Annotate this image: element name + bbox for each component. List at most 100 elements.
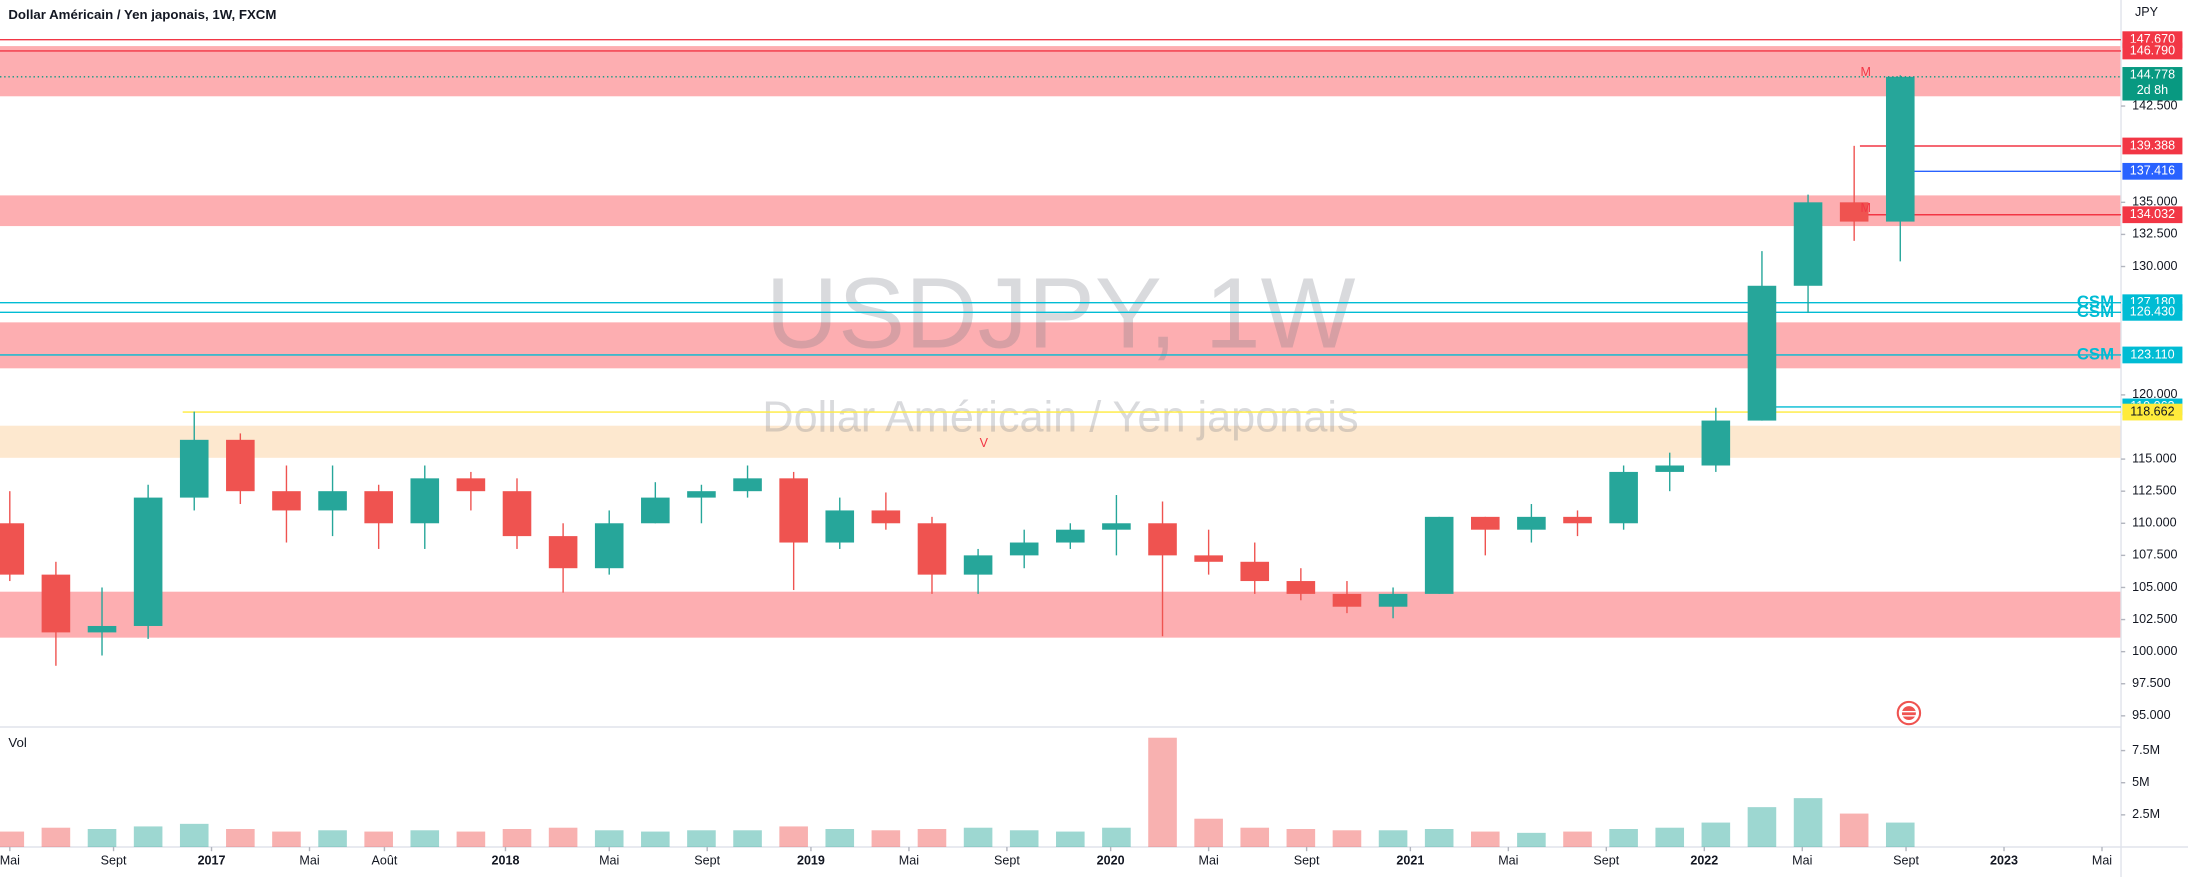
y-tick-label: 102.500 — [2132, 612, 2177, 626]
y-tick-label: 112.500 — [2132, 483, 2176, 497]
x-tick-label: Mai — [299, 853, 319, 867]
volume-bar — [1747, 807, 1777, 847]
candle-body — [179, 439, 209, 498]
x-tick-label: Mai — [899, 853, 919, 867]
candle-body — [502, 491, 532, 537]
volume-bar — [1793, 798, 1823, 847]
x-tick-label: 2022 — [1690, 853, 1718, 867]
volume-bar — [1102, 827, 1131, 847]
candle-body — [548, 536, 578, 569]
volume-bar — [1332, 830, 1362, 847]
level-label: 137.416 — [2130, 164, 2175, 178]
flag-icon — [1896, 700, 1922, 726]
x-tick-label: Mai — [1498, 853, 1518, 867]
x-tick-label: 2019 — [797, 853, 825, 867]
x-tick-label: 2021 — [1396, 853, 1424, 867]
level-label-box — [2122, 206, 2183, 224]
candle-body — [0, 523, 25, 575]
x-tick-label: Sept — [994, 853, 1020, 867]
volume-bar — [1517, 832, 1546, 847]
candle-body — [779, 478, 808, 543]
level-note: CSM — [2077, 292, 2114, 311]
y-tick-label: 132.500 — [2132, 227, 2177, 241]
zone — [0, 46, 2122, 97]
volume-bar — [1009, 830, 1039, 847]
y-tick-label: 142.500 — [2132, 98, 2177, 112]
level-label: 123.110 — [2130, 347, 2174, 361]
y-tick-label: 130.000 — [2132, 259, 2177, 273]
volume-bar — [641, 831, 670, 847]
candle-body — [1102, 523, 1131, 530]
watermark-subtitle: Dollar Américain / Yen japonais — [762, 393, 1358, 441]
volume-bar — [733, 830, 762, 847]
candle-body — [963, 555, 993, 575]
volume-bar — [272, 831, 301, 847]
volume-bar — [456, 831, 486, 847]
candle-body — [41, 574, 71, 633]
volume-bar — [871, 830, 901, 847]
level-label-box — [2122, 137, 2183, 155]
x-tick-label: Mai — [599, 853, 619, 867]
y-tick-label: 107.500 — [2132, 548, 2177, 562]
volume-bar — [1056, 831, 1085, 847]
marker: M — [1860, 65, 1870, 79]
level-label-box — [2122, 403, 2183, 421]
x-tick-label: Sept — [694, 853, 720, 867]
candle-body — [272, 491, 301, 511]
level-label: 147.670 — [2130, 32, 2175, 46]
volume-title: Vol — [8, 735, 26, 750]
volume-bar — [1839, 813, 1869, 847]
volume-bar — [502, 829, 532, 847]
candle-body — [87, 625, 117, 633]
marker: M — [1860, 201, 1870, 215]
volume-bar — [779, 826, 808, 847]
candle-body — [1655, 465, 1685, 472]
candle-body — [1885, 76, 1915, 222]
volume-tick-label: 5M — [2132, 775, 2149, 789]
candle-body — [364, 491, 393, 524]
marker: V — [980, 436, 989, 450]
x-tick-label: 2023 — [1990, 853, 2018, 867]
volume-bar — [687, 830, 716, 847]
volume-bar — [1240, 827, 1270, 847]
x-tick-label: 2017 — [198, 853, 226, 867]
candle-body — [1793, 202, 1823, 286]
x-tick-label: Mai — [1199, 853, 1219, 867]
candle-body — [917, 523, 947, 575]
candle-body — [641, 497, 670, 524]
level-note: CSM — [2077, 344, 2114, 363]
zone — [0, 195, 2122, 227]
x-tick-label: Sept — [1593, 853, 1619, 867]
y-tick-label: 115.000 — [2132, 451, 2176, 465]
volume-bar — [1424, 829, 1454, 847]
x-tick-label: Sept — [1893, 853, 1919, 867]
volume-bar — [226, 829, 255, 847]
volume-bar — [594, 830, 624, 847]
volume-tick-label: 7.5M — [2132, 743, 2160, 757]
volume-bar — [133, 826, 163, 847]
watermark: USDJPY, 1W — [766, 257, 1356, 369]
candle-body — [1563, 516, 1592, 524]
candle-body — [1701, 420, 1731, 466]
volume-bar — [1378, 830, 1408, 847]
volume-bar — [1655, 827, 1685, 847]
level-label-box — [2122, 303, 2183, 321]
candle-body — [410, 478, 440, 524]
y-tick-label: 105.000 — [2132, 580, 2177, 594]
x-tick-label: Mai — [2092, 853, 2112, 867]
volume-bar — [548, 827, 578, 847]
x-tick-label: Sept — [101, 853, 127, 867]
volume-tick-label: 2.5M — [2132, 807, 2160, 821]
volume-bar — [87, 829, 117, 847]
level-note: CSM — [2077, 302, 2114, 321]
level-label: 118.662 — [2130, 404, 2174, 418]
x-tick-label: Mai — [1792, 853, 1812, 867]
volume-bar — [825, 829, 855, 847]
candle-body — [594, 523, 624, 569]
candle-body — [825, 510, 855, 543]
level-label-box — [2122, 42, 2183, 60]
last-price-countdown: 2d 8h — [2137, 83, 2168, 97]
candle-body — [733, 478, 762, 492]
